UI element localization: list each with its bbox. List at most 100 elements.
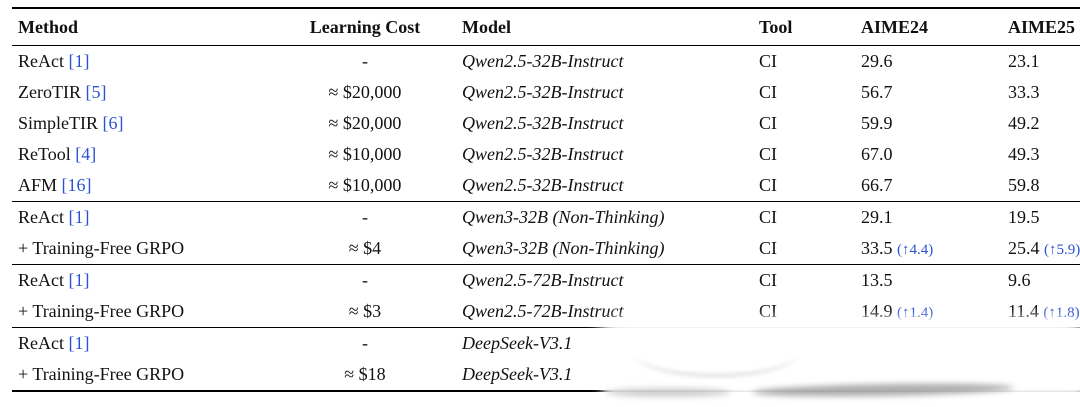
citation-link[interactable]: [1] bbox=[68, 270, 90, 290]
citation-link[interactable]: [1] bbox=[68, 51, 90, 71]
method-label: ZeroTIR bbox=[18, 82, 81, 102]
citation-link[interactable]: [5] bbox=[85, 82, 107, 102]
aime24-cell: 67.0 bbox=[855, 139, 1002, 170]
aime24-cell: 56.7 bbox=[855, 77, 1002, 108]
method-cell: ZeroTIR [5] bbox=[12, 77, 274, 108]
method-cell: AFM [16] bbox=[12, 170, 274, 202]
method-label: AFM bbox=[18, 175, 58, 195]
method-cell: ReAct [1] bbox=[12, 327, 274, 359]
method-label: + Training-Free GRPO bbox=[18, 364, 185, 384]
header-row: Method Learning Cost Model Tool AIME24 AIME25 bbox=[12, 8, 1080, 46]
method-cell: ReAct [1] bbox=[12, 264, 274, 296]
aime25-cell: 23.1 bbox=[1002, 46, 1080, 78]
model-cell: Qwen3-32B (Non-Thinking) bbox=[456, 201, 753, 233]
aime25-cell: 59.8 bbox=[1002, 170, 1080, 202]
method-cell: + Training-Free GRPO bbox=[12, 233, 274, 265]
aime25-cell: 9.6 bbox=[1002, 264, 1080, 296]
aime25-value: 23.1 bbox=[1008, 51, 1040, 71]
table-row: AFM [16] ≈ $10,000 Qwen2.5-32B-Instruct CI 6… bbox=[12, 170, 1080, 202]
model-cell: Qwen2.5-32B-Instruct bbox=[462, 175, 624, 195]
aime25-value: 25.4 bbox=[1008, 238, 1040, 258]
method-cell: + Training-Free GRPO bbox=[12, 359, 274, 391]
model-cell: Qwen2.5-32B-Instruct bbox=[462, 51, 624, 71]
table-row: + Training-Free GRPO ≈ $4 Qwen3-32B (Non-T… bbox=[12, 233, 1080, 265]
aime24-delta: (↑1.4) bbox=[897, 305, 934, 321]
column-header-tool: Tool bbox=[753, 8, 855, 46]
table-section-4: ReAct [1] - DeepSeek-V3.1 + Training-Free G… bbox=[12, 327, 1080, 392]
aime24-value: 66.7 bbox=[861, 175, 893, 195]
aime24-cell: 29.1 bbox=[855, 201, 1002, 233]
aime25-delta: (↑1.8) bbox=[1043, 305, 1080, 321]
citation-link[interactable]: [16] bbox=[61, 175, 92, 195]
model-cell: Qwen2.5-72B-Instruct bbox=[456, 264, 753, 296]
tool-cell: CI bbox=[759, 144, 777, 164]
citation-link[interactable]: [6] bbox=[102, 113, 124, 133]
aime24-cell: 33.5 (↑4.4) bbox=[855, 233, 1002, 265]
tool-cell bbox=[753, 359, 855, 391]
aime24-value: 67.0 bbox=[861, 144, 893, 164]
column-header-cost: Learning Cost bbox=[274, 8, 456, 46]
aime25-value: 49.3 bbox=[1008, 144, 1040, 164]
aime24-value: 29.6 bbox=[861, 51, 893, 71]
citation-link[interactable]: [4] bbox=[75, 144, 97, 164]
aime25-value: 9.6 bbox=[1008, 270, 1031, 290]
aime25-cell: 11.4 (↑1.8) bbox=[1002, 296, 1080, 328]
model-cell: Qwen2.5-32B-Instruct bbox=[462, 82, 624, 102]
method-cell: + Training-Free GRPO bbox=[12, 296, 274, 328]
tool-cell: CI bbox=[753, 201, 855, 233]
citation-link[interactable]: [1] bbox=[68, 333, 90, 353]
tool-cell: CI bbox=[759, 301, 777, 321]
table-row: ZeroTIR [5] ≈ $20,000 Qwen2.5-32B-Instruct… bbox=[12, 77, 1080, 108]
aime25-delta: (↑5.9) bbox=[1044, 242, 1080, 258]
learning-cost-cell: - bbox=[274, 264, 456, 296]
aime25-cell: 19.5 bbox=[1002, 201, 1080, 233]
tool-cell: CI bbox=[759, 113, 777, 133]
learning-cost-cell: - bbox=[362, 51, 368, 71]
learning-cost-cell: ≈ $10,000 bbox=[328, 144, 402, 164]
column-header-aime24: AIME24 bbox=[855, 8, 1002, 46]
column-header-aime25: AIME25 bbox=[1002, 8, 1080, 46]
column-header-method: Method bbox=[12, 8, 274, 46]
aime25-value: 11.4 bbox=[1008, 301, 1039, 321]
method-cell: ReAct [1] bbox=[12, 46, 274, 78]
model-cell: Qwen2.5-32B-Instruct bbox=[462, 113, 624, 133]
aime25-cell bbox=[1002, 327, 1080, 359]
table-header: Method Learning Cost Model Tool AIME24 AIME25 bbox=[12, 8, 1080, 46]
aime24-value: 59.9 bbox=[861, 113, 893, 133]
model-cell: Qwen2.5-32B-Instruct bbox=[462, 144, 624, 164]
aime25-cell: 25.4 (↑5.9) bbox=[1002, 233, 1080, 265]
table-row: ReAct [1] - DeepSeek-V3.1 bbox=[12, 327, 1080, 359]
tool-cell: CI bbox=[759, 82, 777, 102]
table-row: ReTool [4] ≈ $10,000 Qwen2.5-32B-Instruct C… bbox=[12, 139, 1080, 170]
table-row: + Training-Free GRPO ≈ $18 DeepSeek-V3.1 bbox=[12, 359, 1080, 391]
aime24-cell bbox=[855, 359, 1002, 391]
method-label: + Training-Free GRPO bbox=[18, 238, 185, 258]
method-cell: SimpleTIR [6] bbox=[12, 108, 274, 139]
aime24-cell: 59.9 bbox=[855, 108, 1002, 139]
aime25-cell: 49.3 bbox=[1002, 139, 1080, 170]
method-label: ReAct bbox=[18, 333, 64, 353]
tool-cell: CI bbox=[753, 264, 855, 296]
learning-cost-cell: ≈ $10,000 bbox=[328, 175, 402, 195]
tool-cell bbox=[753, 327, 855, 359]
aime24-cell: 13.5 bbox=[855, 264, 1002, 296]
method-label: ReAct bbox=[18, 207, 64, 227]
learning-cost-cell: - bbox=[274, 327, 456, 359]
method-cell: ReTool [4] bbox=[12, 139, 274, 170]
method-label: ReAct bbox=[18, 51, 64, 71]
method-cell: ReAct [1] bbox=[12, 201, 274, 233]
model-cell: Qwen3-32B (Non-Thinking) bbox=[462, 238, 665, 258]
aime24-cell: 29.6 bbox=[855, 46, 1002, 78]
table-section-1: ReAct [1] - Qwen2.5-32B-Instruct CI 29.6 23.1… bbox=[12, 46, 1080, 202]
citation-link[interactable]: [1] bbox=[68, 207, 90, 227]
learning-cost-cell: ≈ $20,000 bbox=[328, 82, 402, 102]
table-row: SimpleTIR [6] ≈ $20,000 Qwen2.5-32B-Instru… bbox=[12, 108, 1080, 139]
method-label: SimpleTIR bbox=[18, 113, 98, 133]
table-row: + Training-Free GRPO ≈ $3 Qwen2.5-72B-Inst… bbox=[12, 296, 1080, 328]
aime24-cell bbox=[855, 327, 1002, 359]
table-row: ReAct [1] - Qwen3-32B (Non-Thinking) CI 29.1… bbox=[12, 201, 1080, 233]
aime25-value: 59.8 bbox=[1008, 175, 1040, 195]
aime25-value: 49.2 bbox=[1008, 113, 1040, 133]
method-label: + Training-Free GRPO bbox=[18, 301, 185, 321]
aime24-cell: 14.9 (↑1.4) bbox=[855, 296, 1002, 328]
